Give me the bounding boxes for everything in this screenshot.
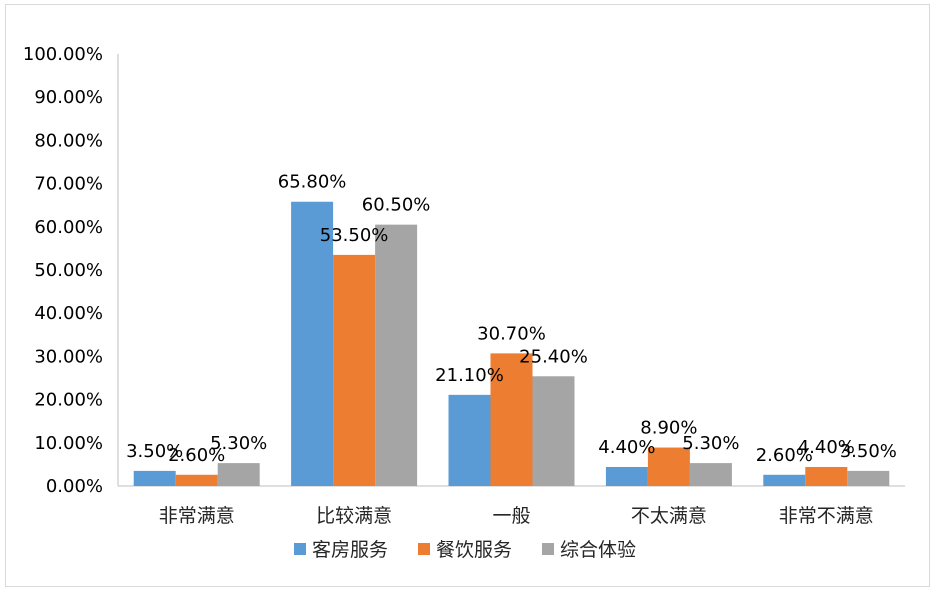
legend-item: 综合体验 bbox=[542, 539, 636, 561]
y-axis: 0.00% 10.00% 20.00% 30.00% 40.00% 50.00% 60.00… bbox=[23, 44, 119, 497]
bar bbox=[375, 224, 418, 486]
x-axis: 非常满意 比较满意 一般 不太满意 非常不满意 bbox=[118, 485, 905, 527]
bar bbox=[133, 470, 176, 486]
data-label: 3.50% bbox=[126, 441, 183, 462]
y-tick-label: 70.00% bbox=[34, 174, 103, 195]
bar bbox=[217, 463, 260, 486]
x-tick-label: 一般 bbox=[492, 505, 530, 527]
bar bbox=[490, 353, 533, 486]
data-label: 65.80% bbox=[278, 172, 347, 193]
chart-frame bbox=[5, 4, 930, 587]
data-label: 53.50% bbox=[320, 225, 389, 246]
bar bbox=[763, 474, 806, 486]
legend-swatch bbox=[418, 543, 430, 555]
bar bbox=[532, 376, 575, 486]
legend-item: 客房服务 bbox=[294, 539, 388, 561]
y-tick-label: 30.00% bbox=[34, 346, 103, 367]
legend-item: 餐饮服务 bbox=[418, 539, 512, 561]
bar bbox=[805, 466, 848, 486]
x-tick-label: 非常满意 bbox=[159, 505, 235, 527]
bar bbox=[333, 254, 376, 486]
bar bbox=[448, 394, 491, 486]
y-tick-label: 90.00% bbox=[34, 87, 103, 108]
data-label: 3.50% bbox=[840, 441, 897, 462]
data-label: 30.70% bbox=[477, 323, 546, 344]
legend: 客房服务 餐饮服务 综合体验 bbox=[294, 539, 636, 561]
bar bbox=[175, 474, 218, 486]
data-label: 4.40% bbox=[798, 437, 855, 458]
y-tick-label: 0.00% bbox=[46, 476, 103, 497]
bar bbox=[605, 466, 648, 486]
x-tick-label: 不太满意 bbox=[631, 505, 707, 527]
data-label: 4.40% bbox=[598, 437, 655, 458]
legend-label: 客房服务 bbox=[312, 539, 388, 561]
data-label: 2.60% bbox=[756, 445, 813, 466]
bar bbox=[291, 201, 334, 486]
y-tick-label: 20.00% bbox=[34, 390, 103, 411]
bar bbox=[689, 463, 732, 486]
x-tick-label: 比较满意 bbox=[316, 505, 392, 527]
legend-swatch bbox=[294, 543, 306, 555]
data-label: 5.30% bbox=[210, 433, 267, 454]
x-tick-label: 非常不满意 bbox=[779, 505, 874, 527]
y-tick-label: 10.00% bbox=[34, 433, 103, 454]
y-tick-label: 60.00% bbox=[34, 217, 103, 238]
y-tick-label: 40.00% bbox=[34, 303, 103, 324]
data-label: 25.40% bbox=[519, 346, 588, 367]
bars bbox=[133, 201, 890, 486]
y-tick-label: 50.00% bbox=[34, 260, 103, 281]
bar bbox=[847, 470, 890, 486]
data-label: 60.50% bbox=[362, 195, 431, 216]
data-label: 5.30% bbox=[682, 433, 739, 454]
data-label: 8.90% bbox=[640, 418, 697, 439]
legend-swatch bbox=[542, 543, 554, 555]
data-label: 2.60% bbox=[168, 445, 225, 466]
bar bbox=[647, 447, 690, 486]
legend-label: 综合体验 bbox=[560, 539, 636, 561]
y-tick-label: 100.00% bbox=[23, 44, 103, 65]
data-labels: 3.50%2.60%5.30%65.80%53.50%60.50%21.10%3… bbox=[126, 172, 897, 466]
data-label: 21.10% bbox=[435, 365, 504, 386]
legend-label: 餐饮服务 bbox=[436, 539, 512, 561]
y-tick-label: 80.00% bbox=[34, 130, 103, 151]
